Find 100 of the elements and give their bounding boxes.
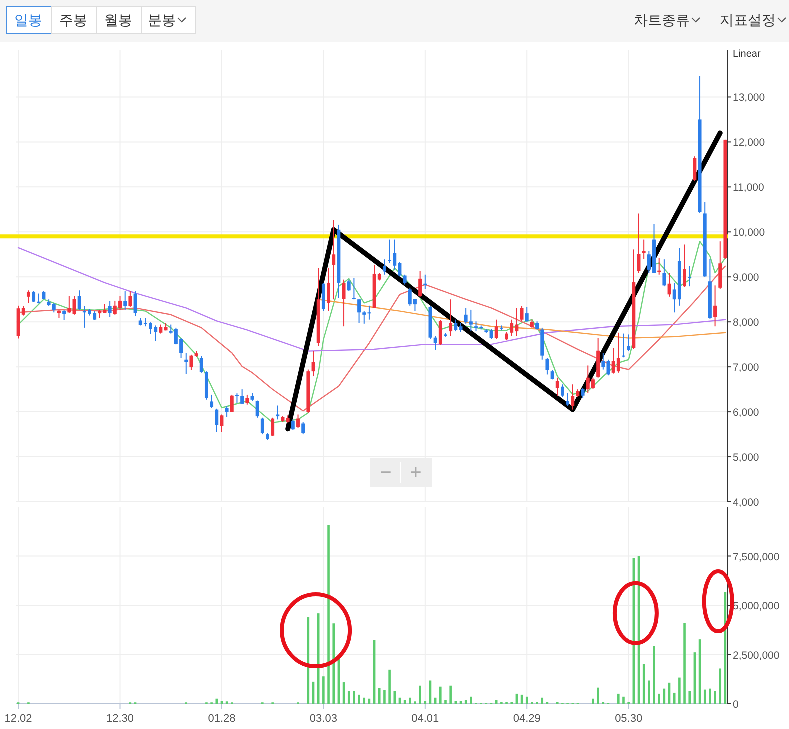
candlestick [184, 352, 188, 375]
bar [419, 686, 422, 704]
bar [684, 623, 686, 704]
x-tick-label: 12.30 [106, 713, 134, 725]
y-tick-label: 11,000 [733, 182, 764, 194]
candlestick [236, 393, 239, 404]
bar [440, 686, 442, 704]
candlestick [210, 394, 214, 408]
text: 분봉 [148, 12, 176, 28]
text: 지표설정 [720, 12, 776, 28]
y-tick-label: 8,000 [733, 317, 760, 330]
candlestick [546, 358, 550, 376]
bar [526, 696, 528, 704]
bar [353, 691, 356, 704]
candlestick [602, 352, 606, 370]
x-tick-label: 04.29 [513, 713, 541, 725]
candlestick [622, 333, 626, 358]
candlestick [490, 328, 494, 340]
bar [597, 688, 600, 704]
bar [444, 700, 447, 704]
text: 차트종류 [634, 12, 690, 28]
candlestick [347, 279, 351, 292]
x-tick-label: 03.03 [310, 713, 338, 725]
candlestick [642, 239, 646, 260]
candlestick [68, 296, 72, 314]
candlestick [276, 405, 280, 420]
candlestick [32, 291, 36, 303]
bar [450, 686, 452, 704]
bar [384, 690, 386, 704]
candlestick [296, 414, 300, 429]
bar [653, 646, 656, 704]
bar [658, 694, 660, 704]
bar [704, 690, 706, 704]
bar [216, 698, 218, 704]
bar [322, 676, 325, 704]
bar [470, 696, 472, 704]
candlestick [108, 300, 112, 318]
candlestick [128, 291, 132, 308]
bar [688, 691, 691, 704]
bar [678, 678, 681, 704]
y-tick-label: 13,000 [733, 92, 766, 104]
candlestick [246, 394, 250, 406]
bar [714, 691, 716, 704]
candlestick [291, 419, 295, 431]
x-tick-label: 05.30 [615, 713, 643, 725]
bar [648, 680, 650, 704]
candlestick [494, 319, 498, 340]
y-tick-label: 7,500,000 [733, 551, 780, 564]
x-tick-label: 01.28 [208, 713, 236, 725]
bar [363, 698, 366, 704]
candlestick [220, 414, 224, 433]
y-tick-label: 10,000 [733, 227, 766, 240]
candlestick [26, 290, 30, 304]
bar [348, 691, 350, 704]
candlestick [418, 270, 422, 298]
candlestick [693, 156, 697, 182]
candlestick [225, 406, 229, 418]
candlestick [683, 244, 686, 288]
candlestick [520, 306, 524, 322]
candlestick [124, 291, 128, 310]
bar [592, 698, 594, 704]
candlestick [215, 408, 219, 433]
candlestick [550, 370, 554, 380]
annotation: + [410, 462, 422, 484]
y-tick-label: 9,000 [733, 272, 760, 284]
bar [541, 698, 544, 704]
candlestick [688, 266, 692, 288]
bar [358, 694, 360, 704]
y-tick-label: 6,000 [733, 407, 760, 420]
candlestick [62, 310, 66, 321]
bar [328, 525, 330, 704]
y-tick-label: 5,000 [733, 452, 760, 464]
candlestick [230, 394, 234, 413]
candlestick [332, 220, 336, 300]
bar [332, 624, 335, 704]
candlestick [525, 306, 529, 322]
line-series [18, 266, 726, 412]
bar [622, 696, 625, 704]
bar [394, 691, 396, 704]
candlestick [438, 320, 442, 346]
candlestick [78, 290, 82, 310]
candlestick [327, 268, 330, 312]
candlestick [581, 388, 585, 399]
candlestick [382, 259, 386, 276]
candlestick [352, 278, 356, 300]
text: Linear [733, 49, 762, 60]
bar [618, 694, 620, 704]
candlestick [403, 274, 407, 286]
line-series [18, 247, 726, 352]
candlestick [454, 319, 458, 332]
candlestick [358, 298, 362, 324]
x-tick-label: 12.02 [4, 713, 32, 725]
candlestick [566, 392, 570, 407]
bar [709, 688, 712, 704]
candlestick [449, 299, 453, 337]
candlestick [560, 384, 564, 398]
candlestick [342, 279, 346, 328]
candlestick [240, 389, 244, 404]
y-tick-label: 12,000 [733, 137, 766, 150]
candlestick [556, 377, 560, 397]
